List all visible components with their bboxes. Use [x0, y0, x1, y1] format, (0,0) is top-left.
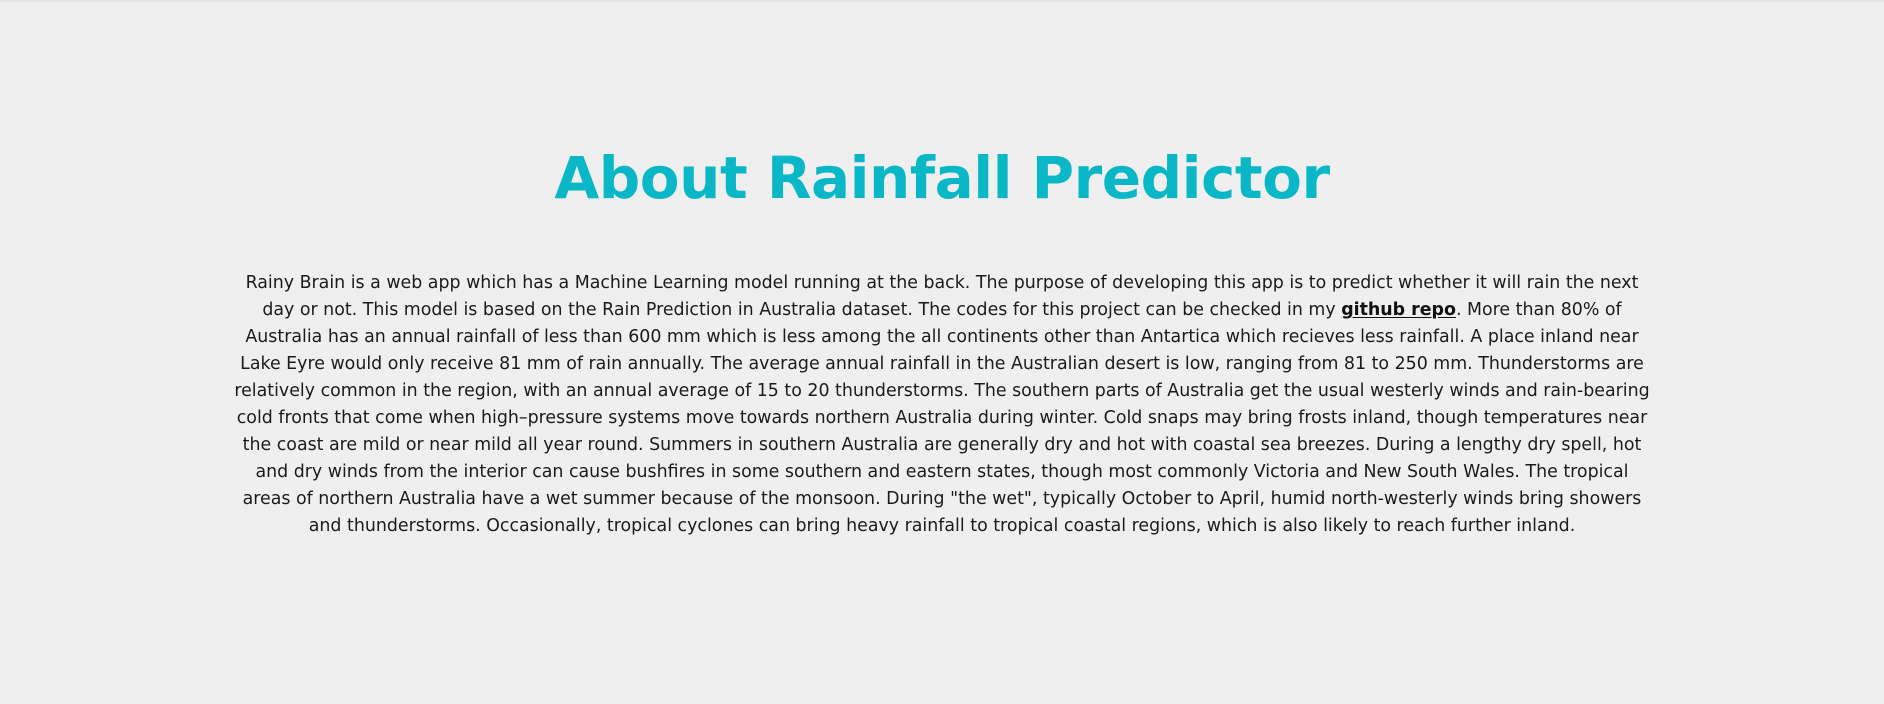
github-repo-link[interactable]: github repo	[1341, 300, 1456, 320]
about-description: Rainy Brain is a web app which has a Mac…	[232, 270, 1652, 540]
description-text-part-2: . More than 80% of Australia has an annu…	[234, 300, 1650, 536]
page-title: About Rainfall Predictor	[554, 144, 1330, 212]
top-divider	[0, 0, 1884, 2]
description-text-part-1: Rainy Brain is a web app which has a Mac…	[245, 273, 1639, 320]
